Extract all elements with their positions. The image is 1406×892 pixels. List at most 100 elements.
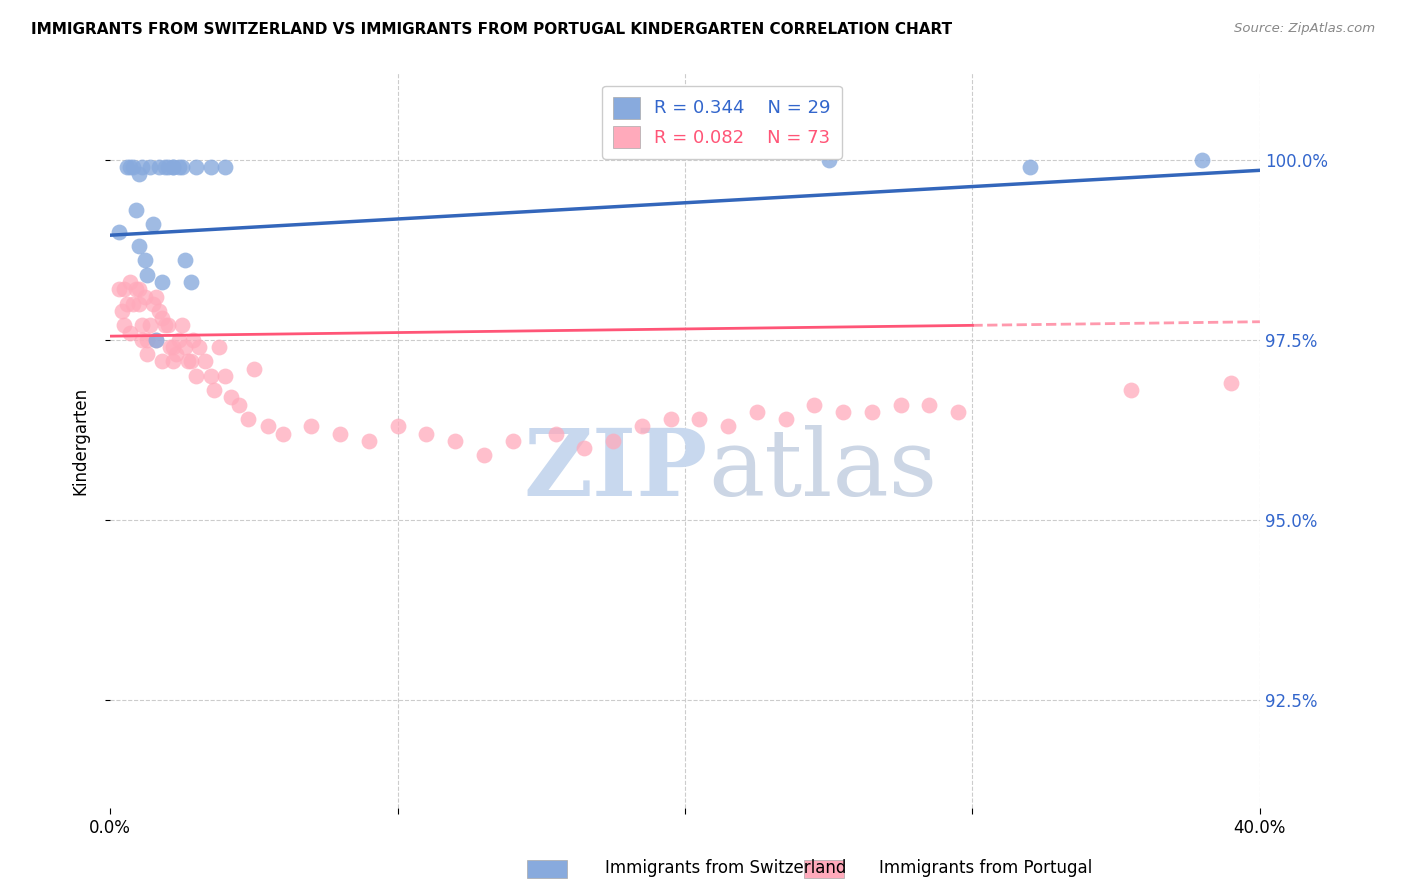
Point: [574, 441, 596, 455]
Point: [167, 160, 190, 174]
Point: [659, 412, 682, 426]
Point: [114, 282, 136, 296]
Point: [602, 434, 624, 448]
Point: [117, 296, 139, 310]
Point: [117, 160, 139, 174]
Point: [208, 340, 231, 354]
Point: [357, 434, 380, 448]
Point: [803, 398, 825, 412]
Y-axis label: Kindergarten: Kindergarten: [72, 386, 89, 495]
Point: [139, 160, 162, 174]
Point: [170, 160, 193, 174]
Point: [122, 296, 145, 310]
Point: [183, 333, 205, 347]
Point: [176, 354, 198, 368]
Point: [688, 412, 710, 426]
Point: [128, 167, 150, 181]
Point: [228, 398, 250, 412]
Point: [131, 333, 153, 347]
Point: [153, 318, 176, 333]
Point: [150, 354, 173, 368]
Point: [128, 282, 150, 296]
Point: [444, 434, 467, 448]
Point: [122, 160, 145, 174]
Point: [139, 318, 162, 333]
Point: [128, 296, 150, 310]
Point: [134, 289, 156, 303]
Point: [502, 434, 524, 448]
Point: [214, 160, 236, 174]
Point: [162, 354, 184, 368]
Point: [148, 160, 170, 174]
Point: [142, 218, 165, 232]
Point: [148, 304, 170, 318]
Point: [162, 160, 184, 174]
Point: [214, 368, 236, 383]
Point: [745, 405, 768, 419]
Point: [236, 412, 259, 426]
Point: [170, 318, 193, 333]
Point: [186, 160, 208, 174]
Point: [165, 347, 187, 361]
Point: [110, 304, 132, 318]
Point: [544, 426, 567, 441]
Point: [167, 333, 190, 347]
Point: [125, 282, 148, 296]
Point: [387, 419, 409, 434]
Point: [145, 289, 167, 303]
Text: IMMIGRANTS FROM SWITZERLAND VS IMMIGRANTS FROM PORTUGAL KINDERGARTEN CORRELATION: IMMIGRANTS FROM SWITZERLAND VS IMMIGRANT…: [31, 22, 952, 37]
Point: [107, 225, 129, 239]
Point: [136, 347, 159, 361]
Point: [120, 326, 142, 340]
Text: ZIP: ZIP: [523, 425, 709, 516]
Point: [156, 318, 179, 333]
Point: [219, 391, 242, 405]
Point: [162, 340, 184, 354]
Point: [120, 275, 142, 289]
Legend: R = 0.344    N = 29, R = 0.082    N = 73: R = 0.344 N = 29, R = 0.082 N = 73: [602, 86, 842, 159]
Point: [188, 340, 211, 354]
Point: [1220, 376, 1243, 390]
Point: [817, 153, 839, 167]
Point: [1019, 160, 1042, 174]
Point: [200, 368, 222, 383]
Text: Immigrants from Switzerland: Immigrants from Switzerland: [605, 859, 846, 877]
Point: [150, 311, 173, 326]
Point: [150, 275, 173, 289]
Point: [299, 419, 322, 434]
Point: [134, 253, 156, 268]
Point: [202, 383, 225, 397]
Text: Immigrants from Portugal: Immigrants from Portugal: [879, 859, 1092, 877]
Point: [128, 239, 150, 253]
Point: [162, 160, 184, 174]
Point: [173, 340, 195, 354]
Point: [946, 405, 969, 419]
Point: [145, 333, 167, 347]
Point: [145, 333, 167, 347]
Point: [136, 333, 159, 347]
Point: [200, 160, 222, 174]
Point: [631, 419, 654, 434]
Point: [832, 405, 855, 419]
Point: [173, 253, 195, 268]
Point: [472, 448, 495, 462]
Point: [775, 412, 797, 426]
Point: [125, 202, 148, 217]
Point: [156, 160, 179, 174]
Point: [1191, 153, 1213, 167]
Point: [257, 419, 280, 434]
Point: [918, 398, 941, 412]
Point: [186, 368, 208, 383]
Point: [114, 318, 136, 333]
Point: [243, 361, 266, 376]
Point: [159, 340, 181, 354]
Point: [890, 398, 912, 412]
Point: [136, 268, 159, 282]
Point: [142, 296, 165, 310]
Point: [180, 275, 202, 289]
Point: [194, 354, 217, 368]
Point: [131, 160, 153, 174]
Point: [131, 318, 153, 333]
Point: [107, 282, 129, 296]
Text: Source: ZipAtlas.com: Source: ZipAtlas.com: [1234, 22, 1375, 36]
